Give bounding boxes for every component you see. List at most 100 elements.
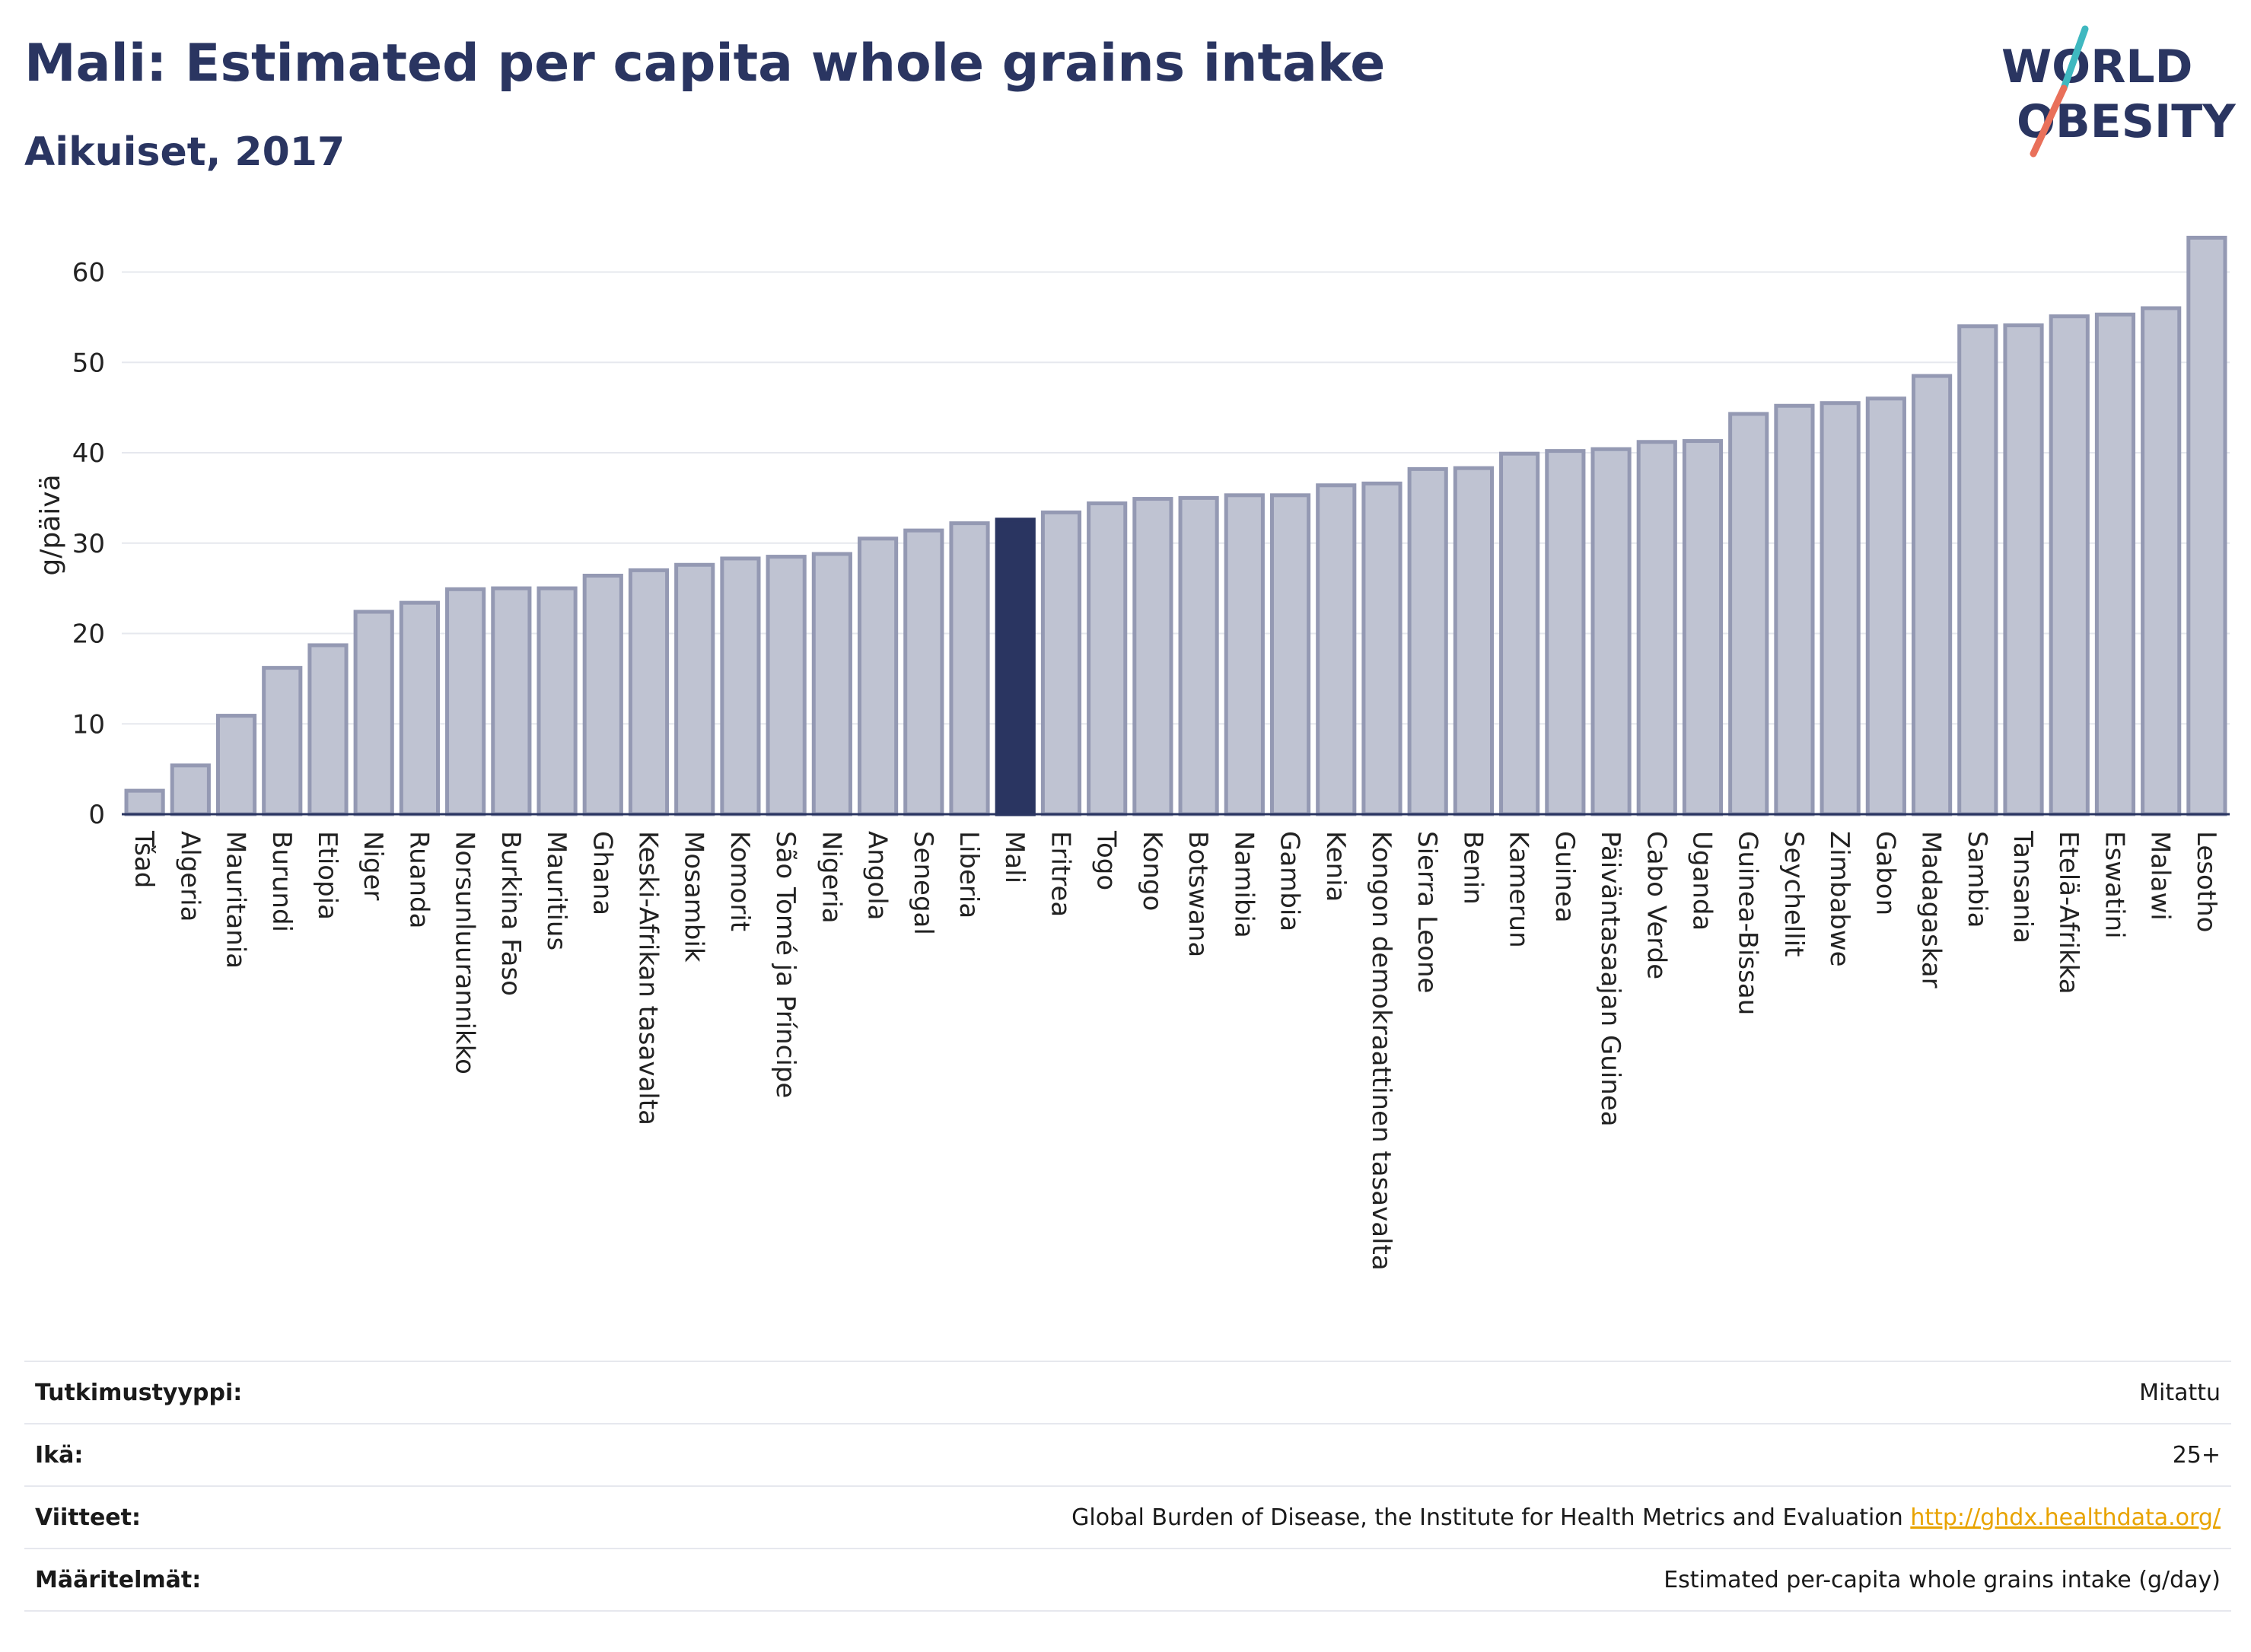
meta-row-definitions: Määritelmät: Estimated per-capita whole … (24, 1549, 2231, 1611)
meta-row-references: Viitteet: Global Burden of Disease, the … (24, 1486, 2231, 1549)
bar (262, 666, 303, 816)
x-tick-label: Nigeria (816, 831, 846, 924)
y-tick-label: 50 (72, 348, 105, 378)
x-tick-label: Komorit (724, 831, 755, 931)
bar (1545, 449, 1586, 816)
bar (353, 610, 394, 816)
bar (1728, 412, 1769, 816)
logo-slash-teal (2060, 25, 2089, 92)
bar (1912, 374, 1953, 816)
reference-link[interactable]: http://ghdx.healthdata.org/ (1910, 1504, 2221, 1531)
x-tick-label: Sambia (1962, 831, 1992, 928)
bar (2049, 314, 2090, 816)
meta-value: Estimated per-capita whole grains intake… (1664, 1566, 2221, 1593)
x-tick-label: Burkina Faso (495, 831, 526, 996)
bar (1316, 483, 1357, 816)
meta-label: Tutkimustyyppi: (35, 1379, 243, 1406)
x-tick-label: Ghana (587, 831, 617, 915)
logo-slash-coral (2030, 84, 2068, 158)
bar (1820, 401, 1861, 816)
bar (1407, 466, 1448, 816)
meta-value-references: Global Burden of Disease, the Institute … (385, 1486, 2231, 1549)
x-tick-label: Kongo (1137, 831, 1167, 911)
x-tick-label: Eswatini (2099, 831, 2129, 939)
x-tick-label: Mauritius (541, 831, 572, 950)
bar (2094, 312, 2136, 816)
bar (307, 643, 349, 816)
x-tick-label: Guinea (1549, 831, 1580, 923)
x-tick-label: Päiväntasaajan Guinea (1595, 831, 1625, 1127)
bar (170, 763, 211, 816)
x-tick-label: Botswana (1183, 831, 1213, 957)
bar (628, 568, 670, 816)
y-tick-label: 30 (72, 529, 105, 559)
x-tick-label: Kenia (1320, 831, 1351, 902)
x-tick-label: Ruanda (403, 831, 434, 928)
y-tick-label: 40 (72, 438, 105, 469)
bar (1132, 497, 1173, 816)
logo-line1: WORLD (2001, 40, 2192, 94)
x-tick-label: Benin (1457, 831, 1488, 905)
bar (399, 600, 441, 816)
x-tick-label: Etiopia (312, 831, 342, 920)
bar (1224, 493, 1265, 816)
bar (1087, 501, 1128, 816)
bar (2186, 235, 2227, 816)
meta-label: Viitteet: (35, 1504, 141, 1531)
x-tick-label: Mauritania (221, 831, 251, 969)
bar (720, 556, 761, 816)
x-tick-label: Senegal (908, 831, 938, 935)
bar (1957, 324, 1998, 816)
bar (582, 574, 623, 816)
x-tick-label: Burundi (266, 831, 297, 932)
bar (1865, 396, 1906, 816)
metadata-table: Tutkimustyyppi: Mitattu Ikä: 25+ Viittee… (24, 1361, 2231, 1612)
y-tick-label: 10 (72, 709, 105, 740)
y-axis-title: g/päivä (35, 474, 66, 575)
bar (1774, 403, 1815, 816)
x-tick-label: Tansania (2007, 830, 2038, 944)
x-tick-label: Mosambik (679, 831, 709, 963)
bar (1269, 493, 1311, 816)
bar (1361, 481, 1402, 816)
y-tick-label: 20 (72, 619, 105, 650)
y-tick-label: 60 (72, 258, 105, 288)
bar (1590, 447, 1632, 816)
bar (674, 562, 715, 816)
x-tick-label: Keski-Afrikan tasavalta (633, 831, 664, 1125)
chart-subtitle: Aikuiset, 2017 (24, 129, 345, 175)
x-tick-label: Madagaskar (1916, 831, 1947, 988)
meta-label: Ikä: (35, 1441, 84, 1469)
bar (1499, 451, 1540, 816)
bar (766, 555, 807, 816)
bar (491, 586, 532, 816)
x-tick-label: Lesotho (2191, 831, 2221, 932)
bar (858, 536, 899, 816)
bar (1636, 440, 1677, 816)
bar (1178, 495, 1219, 816)
x-tick-label: Togo (1091, 830, 1122, 890)
x-tick-label: Guinea-Bissau (1733, 831, 1763, 1015)
bar (536, 586, 578, 816)
x-tick-label: Namibia (1228, 831, 1259, 938)
bar-chart: 0 10 20 30 40 50 60 g/päivä Tšad Algeria Mauritani… (35, 235, 2230, 1271)
bar (2003, 323, 2044, 816)
reference-text: Global Burden of Disease, the Institute … (1071, 1504, 1903, 1531)
x-tick-label: Angola (862, 831, 893, 920)
x-tick-label: Gambia (1275, 831, 1305, 931)
x-tick-label: Etelä-Afrikka (2053, 831, 2084, 995)
bar (2141, 306, 2182, 816)
x-tick-label: Algeria (174, 831, 205, 921)
x-tick-label: Kongon demokraattinen tasavalta (1366, 831, 1396, 1271)
bar (949, 521, 990, 816)
bar (215, 714, 257, 816)
chart-title: Mali: Estimated per capita whole grains … (24, 33, 1386, 94)
x-tick-label: Zimbabwe (1824, 831, 1855, 967)
x-tick-label: Eritrea (1045, 831, 1075, 917)
x-tick-label: Malawi (2145, 831, 2176, 921)
meta-value: 25+ (2172, 1441, 2221, 1469)
x-tick-label: São Tomé ja Príncipe (770, 831, 801, 1098)
bar (1040, 510, 1082, 816)
y-tick-label: 0 (88, 800, 105, 830)
x-tick-label: Mali (999, 831, 1030, 883)
